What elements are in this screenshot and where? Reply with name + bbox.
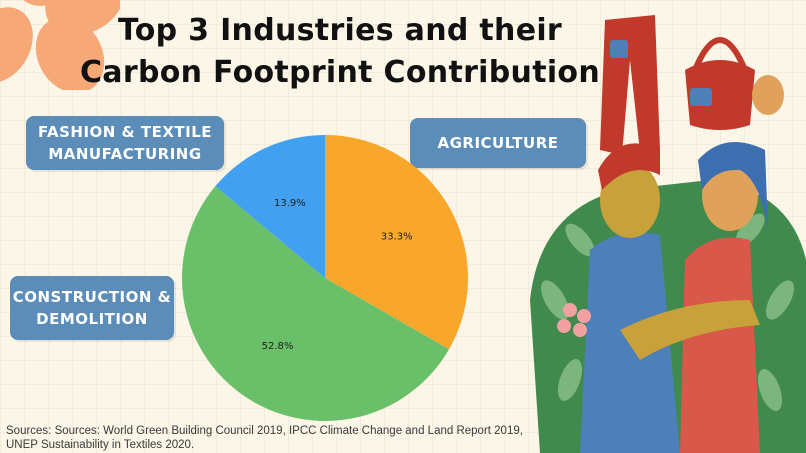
label-fashion-text: FASHION & TEXTILE MANUFACTURING (37, 123, 213, 163)
label-construction-text: CONSTRUCTION & DEMOLITION (12, 288, 172, 328)
pie-label-2: 13.9% (274, 198, 306, 209)
chart-title: Top 3 Industries and their Carbon Footpr… (60, 10, 620, 94)
pie-slice-0 (325, 135, 468, 350)
illustration-couple (530, 15, 806, 453)
label-fashion-textile: FASHION & TEXTILE MANUFACTURING (26, 116, 224, 170)
sources-note: Sources: Sources: World Green Building C… (6, 425, 523, 451)
pie-label-0: 33.3% (381, 231, 413, 242)
label-agriculture-text: AGRICULTURE (437, 134, 559, 152)
label-construction-demolition: CONSTRUCTION & DEMOLITION (10, 276, 174, 340)
pie-slice-2 (215, 135, 325, 278)
pie-label-1: 52.8% (262, 341, 294, 352)
pie-slice-1 (181, 186, 449, 422)
label-agriculture: AGRICULTURE (410, 118, 586, 168)
decorative-flower (0, 0, 120, 90)
title-line-1: Top 3 Industries and their (117, 13, 563, 48)
title-line-2: Carbon Footprint Contribution (79, 55, 600, 90)
pie-chart: 33.3% 52.8% 13.9% (181, 135, 468, 422)
